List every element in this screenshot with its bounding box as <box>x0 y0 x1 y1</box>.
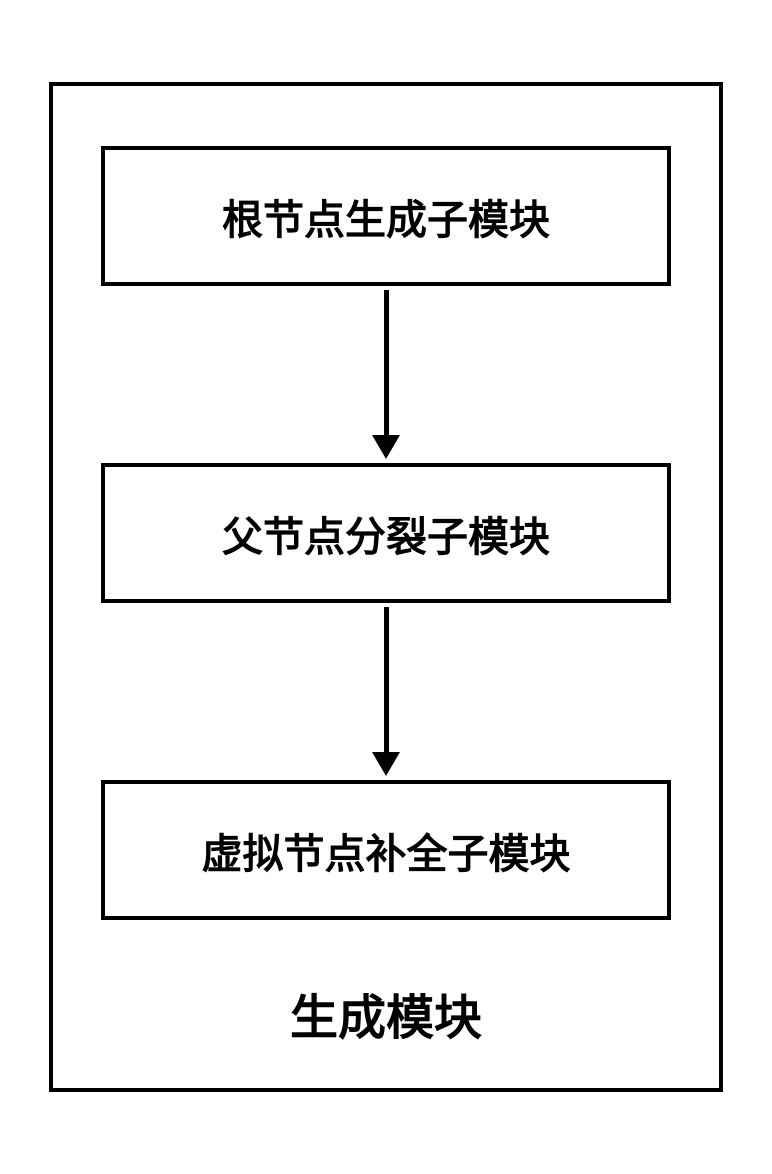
virtual-node-completion-submodule: 虚拟节点补全子模块 <box>101 780 671 920</box>
arrow-2 <box>372 607 400 776</box>
node-label: 虚拟节点补全子模块 <box>202 831 571 877</box>
module-title: 生成模块 <box>290 978 482 1048</box>
node-label: 父节点分裂子模块 <box>222 514 550 560</box>
arrow-head-icon <box>372 752 400 776</box>
arrow-head-icon <box>372 435 400 459</box>
root-node-generation-submodule: 根节点生成子模块 <box>101 146 671 286</box>
arrow-line <box>384 607 389 752</box>
parent-node-split-submodule: 父节点分裂子模块 <box>101 463 671 603</box>
node-label: 根节点生成子模块 <box>222 197 550 243</box>
arrow-1 <box>372 290 400 459</box>
arrow-line <box>384 290 389 435</box>
generation-module-container: 根节点生成子模块 父节点分裂子模块 虚拟节点补全子模块 生成模块 <box>49 82 723 1092</box>
